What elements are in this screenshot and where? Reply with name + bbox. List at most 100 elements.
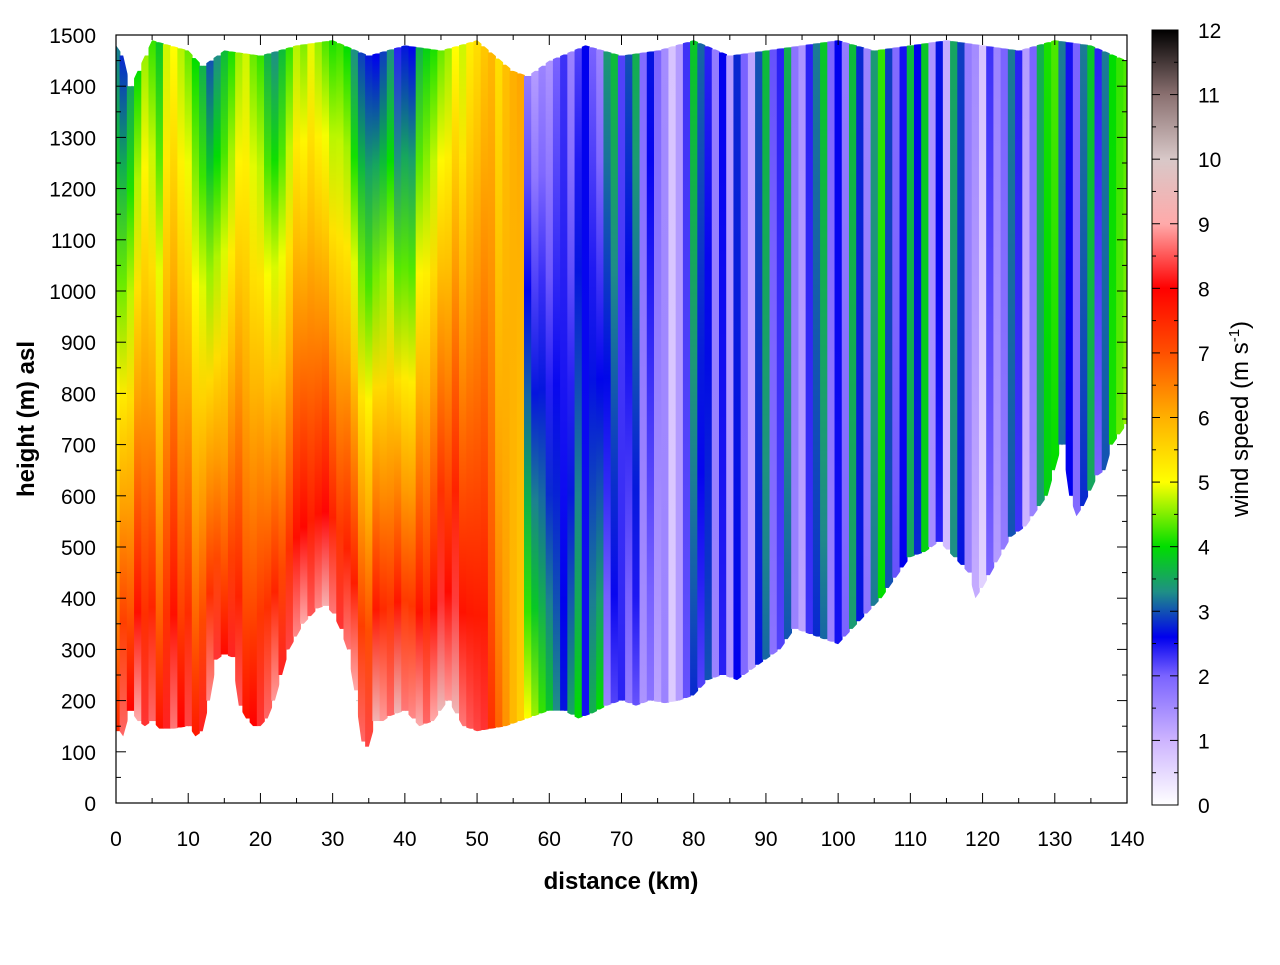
x-tick-label: 30 bbox=[321, 828, 344, 851]
wind-column bbox=[682, 42, 691, 699]
wind-column bbox=[242, 53, 251, 719]
wind-column bbox=[870, 50, 879, 606]
wind-column bbox=[747, 52, 756, 670]
x-tick-label: 10 bbox=[177, 828, 200, 851]
wind-column bbox=[892, 47, 901, 578]
wind-column bbox=[336, 43, 345, 629]
wind-column bbox=[1116, 57, 1125, 435]
wind-column bbox=[444, 48, 453, 701]
wind-column bbox=[1051, 40, 1060, 471]
wind-column bbox=[921, 43, 930, 553]
colorbar-tick-label: 1 bbox=[1198, 730, 1210, 753]
wind-column bbox=[213, 55, 222, 660]
wind-column bbox=[466, 42, 475, 729]
wind-column bbox=[617, 55, 626, 701]
wind-column bbox=[812, 43, 821, 637]
wind-column bbox=[538, 65, 547, 714]
wind-column bbox=[516, 73, 525, 722]
wind-column bbox=[162, 44, 171, 729]
wind-column bbox=[740, 53, 749, 675]
wind-column bbox=[841, 42, 850, 637]
wind-column bbox=[1072, 43, 1081, 517]
wind-column bbox=[1094, 48, 1103, 476]
wind-column bbox=[422, 48, 431, 724]
wind-column bbox=[155, 42, 164, 729]
wind-column bbox=[603, 51, 612, 706]
wind-column bbox=[437, 50, 446, 711]
y-tick-label: 900 bbox=[61, 332, 96, 355]
wind-column bbox=[690, 40, 699, 696]
wind-column bbox=[459, 44, 468, 727]
wind-column bbox=[856, 46, 865, 622]
wind-column bbox=[292, 45, 301, 637]
wind-column bbox=[1043, 42, 1052, 496]
wind-column bbox=[697, 43, 706, 688]
x-tick-label: 50 bbox=[465, 828, 488, 851]
y-tick-label: 800 bbox=[61, 383, 96, 406]
y-tick-label: 1500 bbox=[49, 25, 96, 48]
wind-column bbox=[372, 53, 381, 722]
colorbar-title-close: ) bbox=[1227, 321, 1254, 329]
wind-column bbox=[148, 40, 157, 722]
wind-column bbox=[596, 49, 605, 710]
x-axis-title: distance (km) bbox=[544, 868, 699, 895]
wind-column bbox=[986, 46, 995, 576]
wind-column bbox=[646, 51, 655, 701]
wind-column bbox=[834, 40, 843, 645]
wind-column bbox=[473, 40, 482, 732]
wind-column bbox=[177, 48, 186, 728]
colorbar-title: wind speed (m s-1) bbox=[1226, 321, 1254, 518]
wind-column bbox=[119, 55, 128, 737]
y-tick-label: 600 bbox=[61, 486, 96, 509]
colorbar-tick-label: 11 bbox=[1198, 85, 1220, 108]
wind-column bbox=[755, 51, 764, 665]
wind-column bbox=[675, 44, 684, 701]
wind-column bbox=[805, 44, 814, 635]
x-tick-label: 110 bbox=[894, 828, 927, 851]
wind-column bbox=[227, 51, 236, 658]
wind-column bbox=[632, 53, 641, 706]
wind-column bbox=[126, 86, 135, 711]
wind-column bbox=[1087, 45, 1096, 491]
terrain-mask bbox=[116, 35, 1127, 803]
wind-column bbox=[718, 52, 728, 675]
wind-column bbox=[502, 64, 511, 727]
wind-column bbox=[625, 54, 634, 704]
y-tick-label: 1400 bbox=[49, 76, 96, 99]
wind-column bbox=[1065, 42, 1074, 496]
wind-column bbox=[1029, 46, 1038, 517]
colorbar-tick-label: 3 bbox=[1198, 601, 1210, 624]
wind-column bbox=[524, 75, 533, 719]
wind-column bbox=[235, 52, 244, 706]
y-tick-label: 1000 bbox=[49, 281, 96, 304]
wind-column bbox=[820, 42, 829, 640]
wind-column bbox=[199, 65, 208, 732]
x-tick-label: 90 bbox=[754, 828, 777, 851]
wind-column bbox=[365, 55, 374, 747]
x-tick-label: 100 bbox=[821, 828, 856, 851]
wind-column bbox=[791, 46, 800, 629]
wind-column bbox=[170, 46, 179, 729]
wind-column bbox=[379, 51, 388, 722]
x-tick-label: 80 bbox=[682, 828, 705, 851]
wind-column bbox=[913, 44, 922, 555]
colorbar-tick-label: 0 bbox=[1198, 795, 1210, 818]
wind-column bbox=[769, 49, 778, 655]
wind-column bbox=[1101, 51, 1110, 471]
wind-column bbox=[863, 48, 872, 614]
wind-column bbox=[1036, 44, 1045, 507]
wind-column bbox=[783, 47, 793, 640]
wind-column bbox=[321, 41, 330, 606]
x-tick-label: 40 bbox=[393, 828, 416, 851]
terrain-ground bbox=[116, 424, 1127, 803]
y-axis: 0 100 200 300 400 500 600 700 800 900 1000 1100 1200… bbox=[49, 25, 1127, 816]
wind-column bbox=[141, 55, 150, 727]
colorbar-tick-label: 6 bbox=[1198, 408, 1210, 431]
wind-column bbox=[1080, 44, 1089, 507]
x-tick-label: 70 bbox=[610, 828, 633, 851]
wind-column bbox=[430, 49, 439, 722]
colorbar-tick-label: 9 bbox=[1198, 214, 1210, 237]
wind-column bbox=[935, 41, 944, 542]
colorbar-tick-label: 2 bbox=[1198, 666, 1210, 689]
